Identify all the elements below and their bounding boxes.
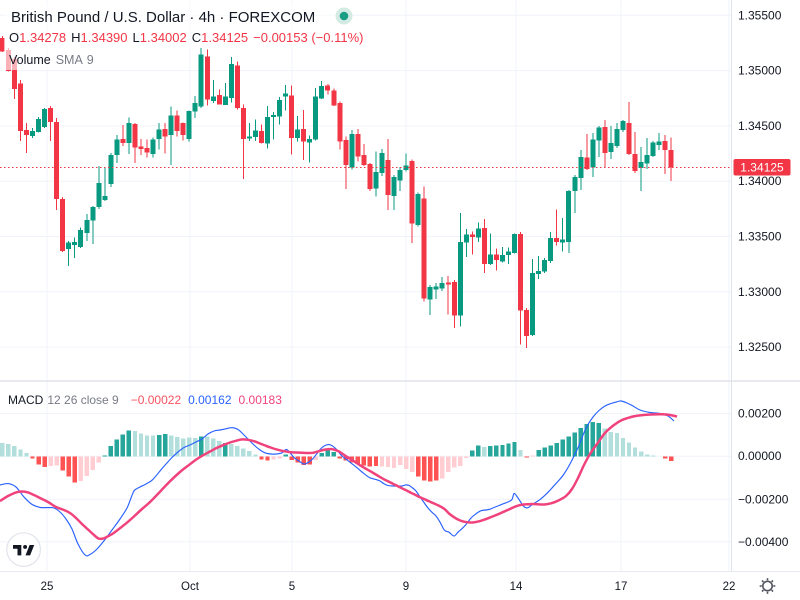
svg-text:−0.00200: −0.00200	[738, 492, 789, 506]
svg-text:British Pound / U.S. Dollar ·: British Pound / U.S. Dollar · 4h · FOREX…	[11, 9, 315, 26]
svg-text:Oct: Oct	[181, 581, 200, 593]
svg-text:25: 25	[41, 581, 54, 593]
svg-text:−0.00400: −0.00400	[738, 535, 789, 549]
svg-text:14: 14	[510, 581, 523, 593]
svg-text:1.34500: 1.34500	[738, 119, 782, 133]
svg-text:22: 22	[723, 581, 736, 593]
svg-text:1.34125: 1.34125	[740, 161, 784, 175]
svg-text:0.00200: 0.00200	[738, 407, 782, 421]
svg-text:1.32500: 1.32500	[738, 340, 782, 354]
svg-text:1.33500: 1.33500	[738, 230, 782, 244]
svg-text:1.33000: 1.33000	[738, 285, 782, 299]
svg-text:1.34000: 1.34000	[738, 174, 782, 188]
svg-text:9: 9	[403, 581, 409, 593]
svg-text:17: 17	[615, 581, 628, 593]
svg-text:1.35500: 1.35500	[738, 8, 782, 22]
svg-text:0.00000: 0.00000	[738, 449, 782, 463]
svg-text:5: 5	[289, 581, 295, 593]
svg-text:1.35000: 1.35000	[738, 64, 782, 78]
